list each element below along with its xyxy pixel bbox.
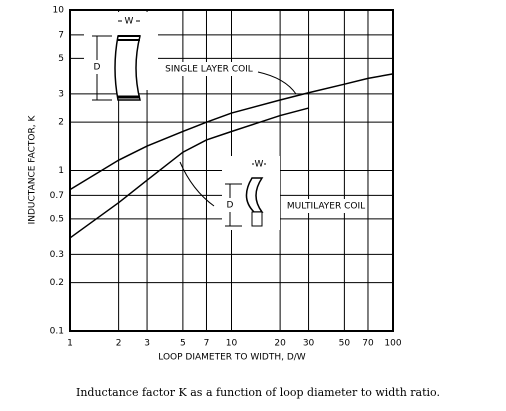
label-bg: [160, 62, 258, 76]
leader-line: [179, 161, 215, 207]
y-tick-label: 0.2: [50, 278, 64, 288]
y-tick-label: 0.3: [50, 250, 64, 260]
coil-icon: [222, 156, 280, 230]
series-line: [69, 107, 309, 239]
series-line: [69, 73, 394, 191]
series-annotation: SINGLE LAYER COIL: [165, 65, 253, 75]
x-tick-label: 30: [303, 339, 315, 349]
coil-icon: [84, 12, 158, 101]
leader-line: [257, 71, 297, 95]
x-tick-label: 5: [180, 339, 186, 349]
diameter-label: D: [94, 63, 101, 73]
x-tick-label: 3: [144, 339, 150, 349]
y-tick-label: 7: [58, 30, 64, 40]
y-tick-label: 2: [58, 118, 64, 128]
series-annotation: MULTILAYER COIL: [287, 202, 365, 212]
x-tick-label: 2: [116, 339, 122, 349]
label-bg: [286, 199, 366, 213]
y-tick-label: 1: [58, 166, 64, 176]
y-tick-label: 3: [58, 89, 64, 99]
x-axis-label: LOOP DIAMETER TO WIDTH, D/W: [158, 353, 306, 363]
diameter-label: D: [227, 201, 234, 211]
x-tick-label: 1: [67, 339, 73, 349]
y-tick-label: 10: [53, 6, 65, 16]
y-tick-label: 0.7: [50, 191, 64, 201]
x-tick-label: 100: [384, 339, 401, 349]
x-tick-label: 70: [362, 339, 374, 349]
x-tick-label: 7: [204, 339, 210, 349]
y-tick-label: 0.1: [50, 327, 64, 337]
width-label: W: [255, 160, 264, 170]
width-label: W: [125, 17, 134, 27]
y-axis-label: INDUCTANCE FACTOR, K: [28, 115, 38, 225]
x-tick-label: 20: [274, 339, 286, 349]
caption: Inductance factor K as a function of loo…: [76, 386, 440, 399]
y-tick-label: 5: [58, 54, 64, 64]
y-tick-label: 0.5: [50, 214, 64, 224]
x-tick-label: 10: [226, 339, 238, 349]
x-tick-label: 50: [339, 339, 351, 349]
